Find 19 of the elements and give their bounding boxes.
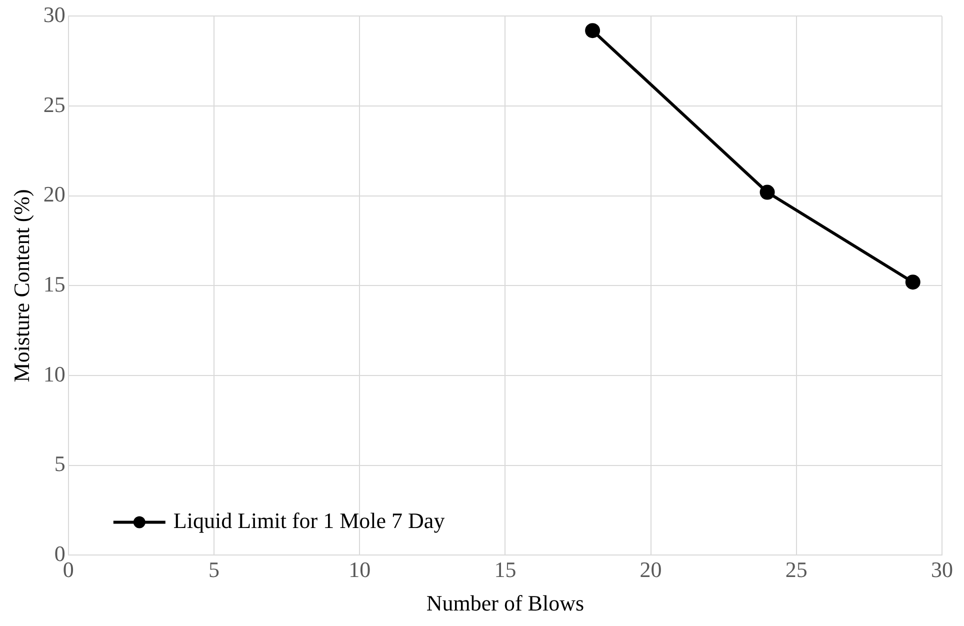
y-tick-label: 30: [43, 2, 66, 27]
x-tick-label: 15: [494, 557, 516, 582]
y-tick-label: 15: [43, 271, 66, 296]
y-axis-title: Moisture Content (%): [8, 189, 34, 382]
point: [760, 184, 775, 200]
x-tick-label: 10: [348, 557, 371, 582]
x-axis-title: Number of Blows: [426, 590, 584, 616]
y-tick-label: 5: [54, 451, 66, 476]
point: [585, 23, 600, 38]
x-tick-label: 20: [640, 557, 662, 582]
y-tick-label: 25: [43, 92, 66, 117]
y-tick-label: 20: [43, 182, 66, 207]
x-tick-label: 30: [931, 557, 953, 582]
y-tick-label: 0: [54, 540, 66, 566]
x-tick-label: 5: [208, 557, 220, 582]
legend-label: Liquid Limit for 1 Mole 7 Day: [173, 508, 445, 533]
point: [905, 274, 920, 290]
x-tick-label: 25: [785, 557, 808, 582]
y-tick-label: 10: [43, 361, 66, 386]
